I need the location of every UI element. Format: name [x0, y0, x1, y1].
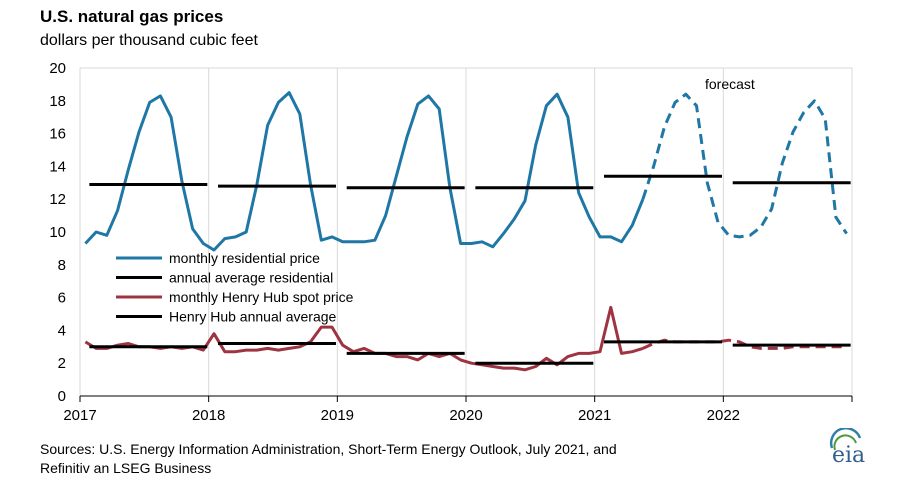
x-tick-label: 2022 — [707, 407, 740, 424]
chart-title: U.S. natural gas prices — [40, 7, 224, 26]
y-tick-label: 12 — [49, 191, 66, 208]
forecast-annotation: forecast — [705, 76, 755, 92]
y-tick-label: 18 — [49, 93, 66, 110]
y-tick-label: 6 — [58, 290, 66, 307]
sources-line-2: Refinitiv an LSEG Business — [40, 460, 212, 476]
y-tick-label: 2 — [58, 355, 66, 372]
legend: monthly residential price annual average … — [116, 250, 354, 325]
legend-monthly-residential-label: monthly residential price — [169, 250, 320, 266]
residential-price-forecast-line — [641, 92, 848, 239]
x-tick-label: 2017 — [63, 407, 96, 424]
x-tick-label: 2020 — [449, 407, 482, 424]
y-tick-label: 16 — [49, 126, 66, 143]
chart-subtitle: dollars per thousand cubic feet — [40, 32, 258, 49]
line-chart: 0 2 4 6 8 10 12 14 16 18 20 2017 2018 2019 2020 2021 202… — [49, 60, 853, 424]
sources-note: Sources: U.S. Energy Information Adminis… — [40, 440, 617, 478]
logo-text: eia — [832, 443, 865, 468]
y-tick-label: 14 — [49, 158, 66, 175]
legend-annual-residential-label: annual average residential — [169, 270, 333, 286]
series-lines — [84, 91, 851, 372]
x-tick-label: 2018 — [192, 407, 225, 424]
y-tick-label: 0 — [58, 388, 66, 405]
eia-logo: eia — [829, 428, 865, 468]
y-tick-label: 20 — [49, 60, 66, 77]
sources-line-1: Sources: U.S. Energy Information Adminis… — [40, 441, 617, 457]
axes: 0 2 4 6 8 10 12 14 16 18 20 2017 2018 2019 2020 2021 202… — [49, 60, 853, 424]
x-tick-label: 2021 — [578, 407, 611, 424]
legend-henry-hub-annual-label: Henry Hub annual average — [169, 309, 337, 325]
logo-arc-inner — [833, 434, 857, 451]
y-tick-label: 8 — [58, 257, 66, 274]
y-tick-label: 10 — [49, 224, 66, 241]
legend-henry-hub-monthly-label: monthly Henry Hub spot price — [169, 289, 354, 305]
logo-arc — [829, 428, 862, 449]
y-tick-label: 4 — [58, 322, 66, 339]
residential-price-line — [84, 91, 645, 252]
x-tick-label: 2019 — [321, 407, 354, 424]
